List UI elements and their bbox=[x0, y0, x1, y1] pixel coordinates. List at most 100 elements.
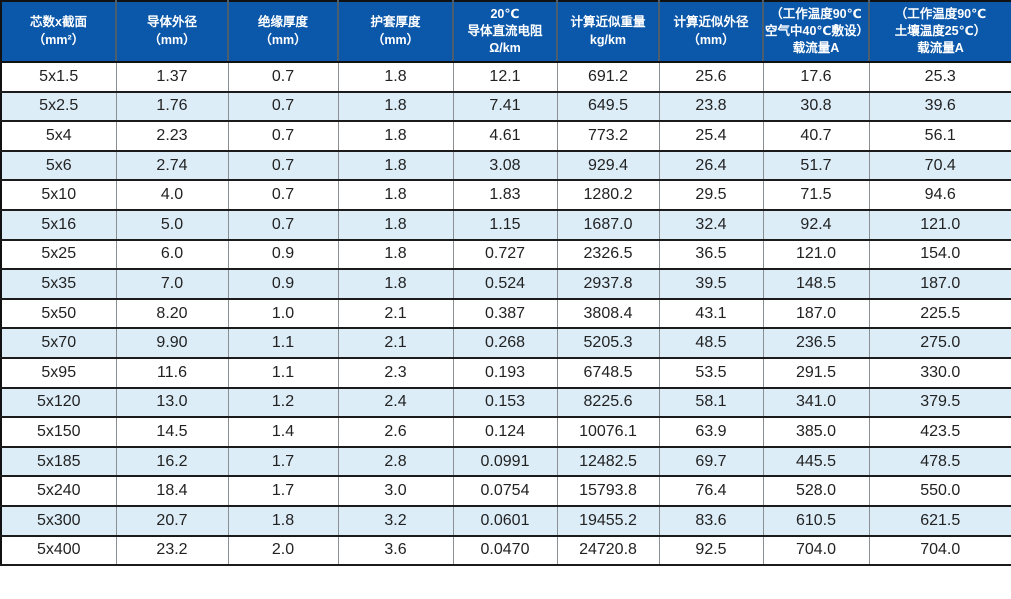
value-cell: 26.4 bbox=[658, 149, 764, 182]
spec-size-cell: 5x70 bbox=[1, 327, 117, 359]
value-cell: 23.2 bbox=[115, 534, 229, 567]
value-cell: 25.4 bbox=[658, 120, 764, 152]
column-header-line: （工作温度90℃ bbox=[770, 6, 862, 21]
column-header-line: 护套厚度 bbox=[370, 15, 421, 30]
value-cell: 1.8 bbox=[337, 120, 454, 152]
value-cell: 9.90 bbox=[115, 327, 229, 359]
table-row: 5x185 16.2 1.7 2.8 0.0991 12482.5 69.7 445.5 478… bbox=[1, 445, 1011, 478]
column-header-line: （mm） bbox=[148, 32, 196, 47]
table-row: 5x25 6.0 0.9 1.8 0.727 2326.5 36.5 121.0 154.0 bbox=[1, 238, 1011, 271]
table-row: 5x16 5.0 0.7 1.8 1.15 1687.0 32.4 92.4 121.0 bbox=[1, 208, 1011, 241]
value-cell: 12482.5 bbox=[556, 445, 660, 478]
value-cell: 0.7 bbox=[227, 179, 339, 211]
spec-size-cell: 5x4 bbox=[1, 120, 117, 152]
value-cell: 1.8 bbox=[337, 90, 454, 123]
value-cell: 0.387 bbox=[452, 297, 558, 330]
spec-size-cell: 5x95 bbox=[1, 356, 117, 389]
value-cell: 121.0 bbox=[868, 208, 1011, 241]
value-cell: 1.83 bbox=[452, 179, 558, 211]
column-header-2: 导体外径 （mm） bbox=[115, 1, 228, 63]
value-cell: 23.8 bbox=[658, 90, 764, 123]
value-cell: 379.5 bbox=[868, 386, 1011, 419]
table-row: 5x10 4.0 0.7 1.8 1.83 1280.2 29.5 71.5 94.6 bbox=[1, 179, 1011, 211]
column-header-line: 绝缘厚度 bbox=[257, 15, 308, 30]
spec-size-cell: 5x10 bbox=[1, 179, 117, 211]
table-row: 5x95 11.6 1.1 2.3 0.193 6748.5 53.5 291.5 330.0 bbox=[1, 356, 1011, 389]
value-cell: 1.7 bbox=[227, 475, 339, 507]
value-cell: 0.7 bbox=[227, 149, 339, 182]
value-cell: 0.153 bbox=[452, 386, 558, 419]
value-cell: 43.1 bbox=[658, 297, 764, 330]
value-cell: 0.124 bbox=[452, 416, 558, 448]
value-cell: 25.3 bbox=[868, 61, 1011, 93]
value-cell: 17.6 bbox=[762, 61, 870, 93]
value-cell: 610.5 bbox=[762, 504, 870, 537]
value-cell: 1.7 bbox=[227, 445, 339, 478]
value-cell: 24720.8 bbox=[556, 534, 660, 567]
table-header: 芯数x截面 （mm²） 导体外径 （mm） 绝缘厚度 （mm） 护套厚度 （mm） 20℃ 导体直… bbox=[1, 1, 1011, 63]
value-cell: 528.0 bbox=[762, 475, 870, 507]
value-cell: 2.3 bbox=[337, 356, 454, 389]
column-header-line: 载流量A bbox=[792, 41, 840, 56]
value-cell: 0.268 bbox=[452, 327, 558, 359]
value-cell: 2.8 bbox=[337, 445, 454, 478]
column-header-line: 20℃ bbox=[490, 6, 520, 21]
table-row: 5x70 9.90 1.1 2.1 0.268 5205.3 48.5 236.5 275.0 bbox=[1, 327, 1011, 359]
value-cell: 2326.5 bbox=[556, 238, 660, 271]
value-cell: 6.0 bbox=[115, 238, 229, 271]
column-header-line: （mm²） bbox=[32, 32, 85, 47]
value-cell: 0.0991 bbox=[452, 445, 558, 478]
value-cell: 18.4 bbox=[115, 475, 229, 507]
value-cell: 10076.1 bbox=[556, 416, 660, 448]
column-header-line: 土壤温度25℃） bbox=[894, 23, 987, 38]
column-header-line: 芯数x截面 bbox=[30, 15, 87, 30]
value-cell: 92.5 bbox=[658, 534, 764, 567]
value-cell: 0.7 bbox=[227, 90, 339, 123]
table-row: 5x35 7.0 0.9 1.8 0.524 2937.8 39.5 148.5 187.0 bbox=[1, 268, 1011, 300]
value-cell: 1.1 bbox=[227, 327, 339, 359]
spec-size-cell: 5x2.5 bbox=[1, 90, 117, 123]
value-cell: 0.524 bbox=[452, 268, 558, 300]
spec-size-cell: 5x25 bbox=[1, 238, 117, 271]
value-cell: 53.5 bbox=[658, 356, 764, 389]
value-cell: 1687.0 bbox=[556, 208, 660, 241]
spec-size-cell: 5x6 bbox=[1, 149, 117, 182]
table-row: 5x300 20.7 1.8 3.2 0.0601 19455.2 83.6 610.5 621… bbox=[1, 504, 1011, 537]
column-header-line: （mm） bbox=[687, 32, 735, 47]
spec-size-cell: 5x50 bbox=[1, 297, 117, 330]
value-cell: 1.0 bbox=[227, 297, 339, 330]
value-cell: 0.9 bbox=[227, 238, 339, 271]
table-container: 芯数x截面 （mm²） 导体外径 （mm） 绝缘厚度 （mm） 护套厚度 （mm） 20℃ 导体直… bbox=[0, 0, 1011, 567]
column-header-1: 芯数x截面 （mm²） bbox=[1, 1, 116, 63]
value-cell: 0.727 bbox=[452, 238, 558, 271]
value-cell: 1.8 bbox=[337, 61, 454, 93]
value-cell: 20.7 bbox=[115, 504, 229, 537]
column-header-8: （工作温度90℃ 空气中40℃敷设） 载流量A bbox=[762, 1, 869, 63]
column-header-6: 计算近似重量 kg/km bbox=[556, 1, 659, 63]
value-cell: 3.08 bbox=[452, 149, 558, 182]
value-cell: 423.5 bbox=[868, 416, 1011, 448]
spec-size-cell: 5x120 bbox=[1, 386, 117, 419]
value-cell: 39.5 bbox=[658, 268, 764, 300]
value-cell: 25.6 bbox=[658, 61, 764, 93]
value-cell: 7.0 bbox=[115, 268, 229, 300]
value-cell: 704.0 bbox=[868, 534, 1011, 567]
value-cell: 30.8 bbox=[762, 90, 870, 123]
value-cell: 0.7 bbox=[227, 208, 339, 241]
column-header-line: kg/km bbox=[589, 32, 627, 47]
value-cell: 16.2 bbox=[115, 445, 229, 478]
value-cell: 0.7 bbox=[227, 61, 339, 93]
value-cell: 0.0601 bbox=[452, 504, 558, 537]
value-cell: 5.0 bbox=[115, 208, 229, 241]
spec-size-cell: 5x35 bbox=[1, 268, 117, 300]
value-cell: 12.1 bbox=[452, 61, 558, 93]
value-cell: 0.0470 bbox=[452, 534, 558, 567]
value-cell: 478.5 bbox=[868, 445, 1011, 478]
spec-size-cell: 5x400 bbox=[1, 534, 117, 567]
value-cell: 291.5 bbox=[762, 356, 870, 389]
value-cell: 187.0 bbox=[868, 268, 1011, 300]
value-cell: 0.0754 bbox=[452, 475, 558, 507]
table-row: 5x400 23.2 2.0 3.6 0.0470 24720.8 92.5 704.0 704… bbox=[1, 534, 1011, 567]
column-header-3: 绝缘厚度 （mm） bbox=[227, 1, 338, 63]
value-cell: 6748.5 bbox=[556, 356, 660, 389]
